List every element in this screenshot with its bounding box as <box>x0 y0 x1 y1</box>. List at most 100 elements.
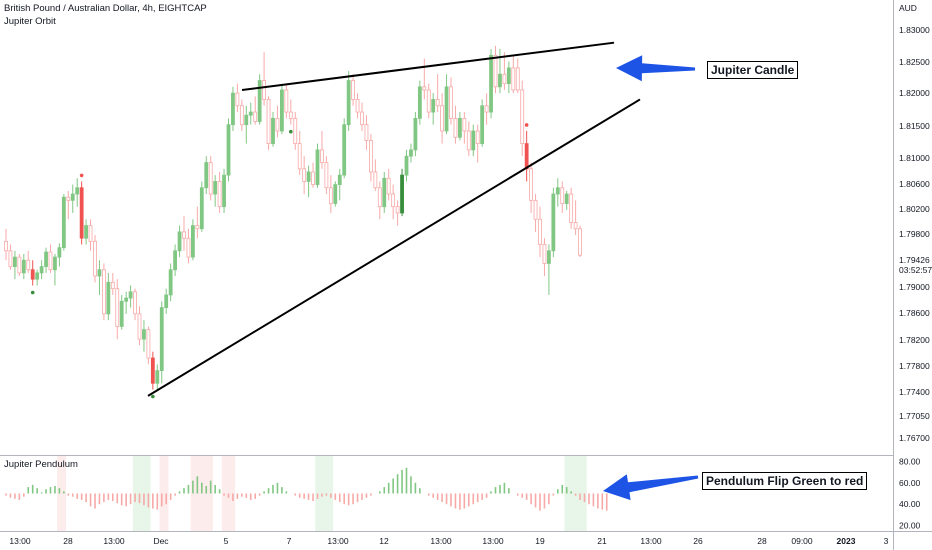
candle-body <box>17 256 22 274</box>
candle-body <box>133 291 137 315</box>
candle-body <box>173 250 178 271</box>
candle-body <box>57 247 62 258</box>
candle-body <box>462 117 467 132</box>
candle-body <box>297 143 302 170</box>
candle-body <box>413 117 418 151</box>
price-tick-label: 1.81500 <box>899 121 930 131</box>
candle-body <box>12 256 17 267</box>
price-tick-label: 1.77050 <box>899 411 930 421</box>
callout-jupiter-candle: Jupiter Candle <box>707 61 799 79</box>
candle-body <box>275 117 280 132</box>
candle-body <box>306 171 311 182</box>
candle-body <box>515 67 520 91</box>
candle-body <box>217 181 222 208</box>
candle-body <box>431 99 436 113</box>
candle-body <box>471 130 476 151</box>
candle-body <box>30 269 35 280</box>
pendulum-label: Jupiter Pendulum <box>4 459 78 470</box>
candle-body <box>293 117 298 144</box>
candle-body <box>551 193 556 252</box>
indicator-label: Jupiter Orbit <box>4 16 56 27</box>
time-tick-label: Dec <box>153 536 169 546</box>
candle-body <box>400 174 404 214</box>
candle-body <box>475 130 480 144</box>
price-tick-label: 1.78600 <box>899 308 930 318</box>
price-axis: AUD 1.83000 1.82500 1.82000 1.81500 1.81000 1.… <box>899 3 932 443</box>
candle-body <box>288 111 293 119</box>
candle-body <box>382 177 387 208</box>
candle-body <box>110 281 115 290</box>
trendlines <box>147 41 641 397</box>
candle-body <box>48 251 53 271</box>
callout-arrows <box>603 55 699 501</box>
candle-body <box>226 124 231 176</box>
time-tick-label: 13:00 <box>640 536 662 546</box>
candle-body <box>155 370 160 384</box>
candle-body <box>391 193 396 208</box>
pendulum-flip-arrow <box>603 474 699 501</box>
candle-body <box>79 187 84 239</box>
price-tick-label: 1.77800 <box>899 361 930 371</box>
candle-body <box>417 86 422 119</box>
signal-marker-red <box>79 173 84 178</box>
price-tick-label: 1.79800 <box>899 229 930 239</box>
price-tick-label: 1.82000 <box>899 88 930 98</box>
candle-body <box>244 114 249 126</box>
candle-body <box>84 225 88 239</box>
candle-body <box>484 105 489 113</box>
jupiter-candle-arrow-shape <box>616 55 695 82</box>
price-tick-label: 1.81000 <box>899 153 930 163</box>
symbol-title: British Pound / Australian Dollar, 4h, E… <box>4 3 207 14</box>
candle-body <box>190 225 195 258</box>
candle-body <box>128 291 133 299</box>
candle-body <box>97 269 102 277</box>
time-tick-label: 5 <box>224 536 229 546</box>
candle-body <box>560 187 565 204</box>
price-tick-label: 1.79426 <box>899 255 930 265</box>
pendulum-tick-label: 80.00 <box>899 456 921 466</box>
candle-body <box>498 73 502 88</box>
pendulum-band-green <box>132 456 151 531</box>
price-tick-label: 1.80600 <box>899 179 930 189</box>
time-tick-label: 2023 <box>837 536 856 546</box>
candle-body <box>386 177 391 195</box>
candle-body <box>564 193 569 204</box>
time-tick-label: 19 <box>535 536 545 546</box>
candle-body <box>533 199 538 220</box>
candle-body <box>204 162 209 189</box>
time-tick-label: 28 <box>63 536 73 546</box>
candle-body <box>355 99 360 113</box>
time-tick-label: 13:00 <box>9 536 31 546</box>
candle-body <box>70 193 75 201</box>
price-tick-label: 1.76700 <box>899 433 930 443</box>
pendulum-axis: 80.00 60.00 40.00 20.00 <box>899 456 921 530</box>
candle-body <box>159 307 164 372</box>
pendulum-tick-label: 40.00 <box>899 499 921 509</box>
pendulum-band-green <box>315 456 334 531</box>
candle-body <box>573 222 578 230</box>
candle-body <box>124 297 129 302</box>
candle-body <box>142 329 146 340</box>
candle-body <box>302 168 307 182</box>
pendulum-tick-label: 60.00 <box>899 478 921 488</box>
candle-body <box>351 80 356 100</box>
jupiter-candle-arrow <box>616 55 695 82</box>
candle-body <box>39 266 44 274</box>
candle-body <box>449 86 453 119</box>
candle-body <box>409 149 413 157</box>
candle-body <box>480 105 485 144</box>
candle-body <box>186 237 191 258</box>
time-tick-label: 7 <box>287 536 292 546</box>
time-tick-label: 13:00 <box>430 536 452 546</box>
candle-body <box>208 162 213 195</box>
candle-body <box>4 240 8 252</box>
candle-body <box>360 111 364 126</box>
candle-body <box>364 124 369 141</box>
candle-body <box>315 149 320 185</box>
candle-body <box>279 89 284 132</box>
price-tick-label: 1.78200 <box>899 335 930 345</box>
candle-body <box>61 196 66 249</box>
candle-body <box>538 218 542 245</box>
candle-body <box>137 313 142 340</box>
